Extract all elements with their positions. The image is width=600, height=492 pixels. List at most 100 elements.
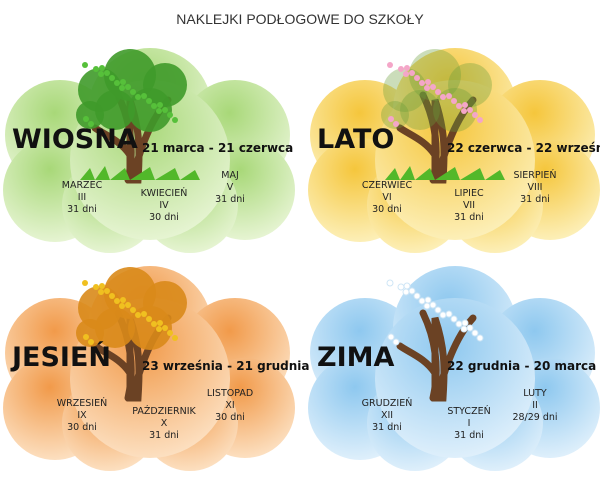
month-days: 30 dni: [215, 412, 245, 423]
leaf-dot: [88, 121, 94, 127]
month-roman: VII: [463, 200, 475, 211]
leaf-dot: [476, 334, 484, 342]
season-panel: LATO 22 czerwca - 22 września CZERWIECVI30…: [308, 48, 600, 253]
month-name: LIPIEC: [454, 188, 484, 199]
month-days: 31 dni: [149, 430, 179, 441]
season-dates: 23 września - 21 grudnia: [142, 359, 310, 373]
season-name: JESIEŃ: [10, 341, 111, 373]
leaf-dot: [471, 329, 479, 337]
leaf-dot: [98, 289, 104, 295]
month-days: 31 dni: [454, 212, 484, 223]
leaf-dot: [172, 335, 178, 341]
leaf-dot: [455, 320, 463, 328]
tree-foliage: [95, 90, 135, 130]
tree-trunk: [91, 309, 172, 402]
season-dates: 21 marca - 21 czerwca: [142, 141, 293, 155]
leaf-dot: [135, 94, 141, 100]
month-name: GRUDZIEŃ: [362, 397, 413, 409]
month-name: PAŹDZIERNIK: [132, 405, 196, 417]
leaf-dot: [461, 319, 469, 327]
leaf-dot: [392, 338, 400, 346]
leaf-dot: [99, 65, 105, 71]
season-panel: JESIEŃ 23 września - 21 grudnia WRZESIEŃIX…: [3, 266, 310, 471]
leaf-dot: [88, 339, 94, 345]
leaf-dot: [429, 301, 437, 309]
leaf-dot: [460, 325, 468, 333]
leaf-dot: [109, 75, 115, 81]
leaf-dot: [151, 103, 157, 109]
tree-foliage: [409, 49, 461, 101]
month-roman: III: [78, 192, 86, 203]
leaf-dot: [414, 75, 420, 81]
leaf-dot: [83, 334, 89, 340]
leaf-dot: [446, 93, 452, 99]
tree-trunk: [396, 91, 477, 184]
season-dates: 22 czerwca - 22 września: [447, 141, 600, 155]
month-days: 31 dni: [67, 204, 97, 215]
grass: [385, 166, 505, 180]
cloud-lobe: [375, 80, 535, 240]
tree-foliage: [104, 267, 156, 319]
leaf-dot: [467, 107, 473, 113]
month-name: STYCZEŃ: [447, 405, 490, 417]
leaf-dot: [472, 112, 478, 118]
month-roman: IX: [77, 410, 87, 421]
leaf-dot: [125, 84, 131, 90]
month-roman: X: [161, 418, 168, 429]
cloud-lobe: [375, 298, 535, 458]
leaf-dot: [120, 297, 126, 303]
month-roman: VIII: [528, 182, 543, 193]
leaf-dot: [434, 306, 442, 314]
leaf-dot: [119, 85, 125, 91]
leaf-dot: [93, 284, 99, 290]
month-roman: IV: [159, 200, 169, 211]
page-title: NAKLEJKI PODŁOGOWE DO SZKOŁY: [176, 11, 424, 27]
leaf-dot: [425, 79, 431, 85]
tree-foliage: [95, 308, 135, 348]
tree-trunk: [396, 309, 477, 402]
month-days: 28/29 dni: [512, 412, 557, 423]
month-days: 30 dni: [67, 422, 97, 433]
leaf-dot: [146, 316, 152, 322]
leaf-dot: [135, 312, 141, 318]
leaf-dot: [388, 116, 394, 122]
leaf-dot: [157, 102, 163, 108]
leaf-dot: [157, 320, 163, 326]
tree-foliage: [400, 90, 440, 130]
leaf-dot: [462, 102, 468, 108]
month-name: SIERPIEŃ: [513, 169, 556, 181]
leaf-dot: [120, 79, 126, 85]
month-days: 31 dni: [454, 430, 484, 441]
leaf-dot: [141, 93, 147, 99]
month-days: 30 dni: [149, 212, 179, 223]
month-roman: VI: [382, 192, 391, 203]
leaf-dot: [398, 66, 404, 72]
leaf-dot: [403, 71, 409, 77]
leaf-dot: [418, 297, 426, 305]
month-days: 31 dni: [520, 194, 550, 205]
tree-foliage: [448, 63, 492, 107]
leaf-dot: [387, 62, 393, 68]
leaf-dot: [450, 315, 458, 323]
leaf-dot: [413, 292, 421, 300]
leaf-dot: [114, 298, 120, 304]
season-name: LATO: [317, 124, 394, 155]
leaf-dot: [141, 311, 147, 317]
leaf-dot: [402, 288, 410, 296]
tree-trunk: [91, 91, 172, 184]
leaf-dot: [456, 103, 462, 109]
leaf-dot: [408, 287, 416, 295]
leaf-dot: [130, 307, 136, 313]
month-roman: V: [227, 182, 234, 193]
leaf-dot: [146, 98, 152, 104]
tree-foliage: [381, 101, 409, 129]
season-name: WIOSNA: [12, 124, 138, 155]
leaf-dot: [167, 330, 173, 336]
season-name: ZIMA: [317, 342, 394, 373]
leaf-dot: [93, 66, 99, 72]
month-name: LUTY: [523, 388, 547, 399]
leaf-dot: [386, 279, 394, 287]
leaf-dot: [430, 84, 436, 90]
